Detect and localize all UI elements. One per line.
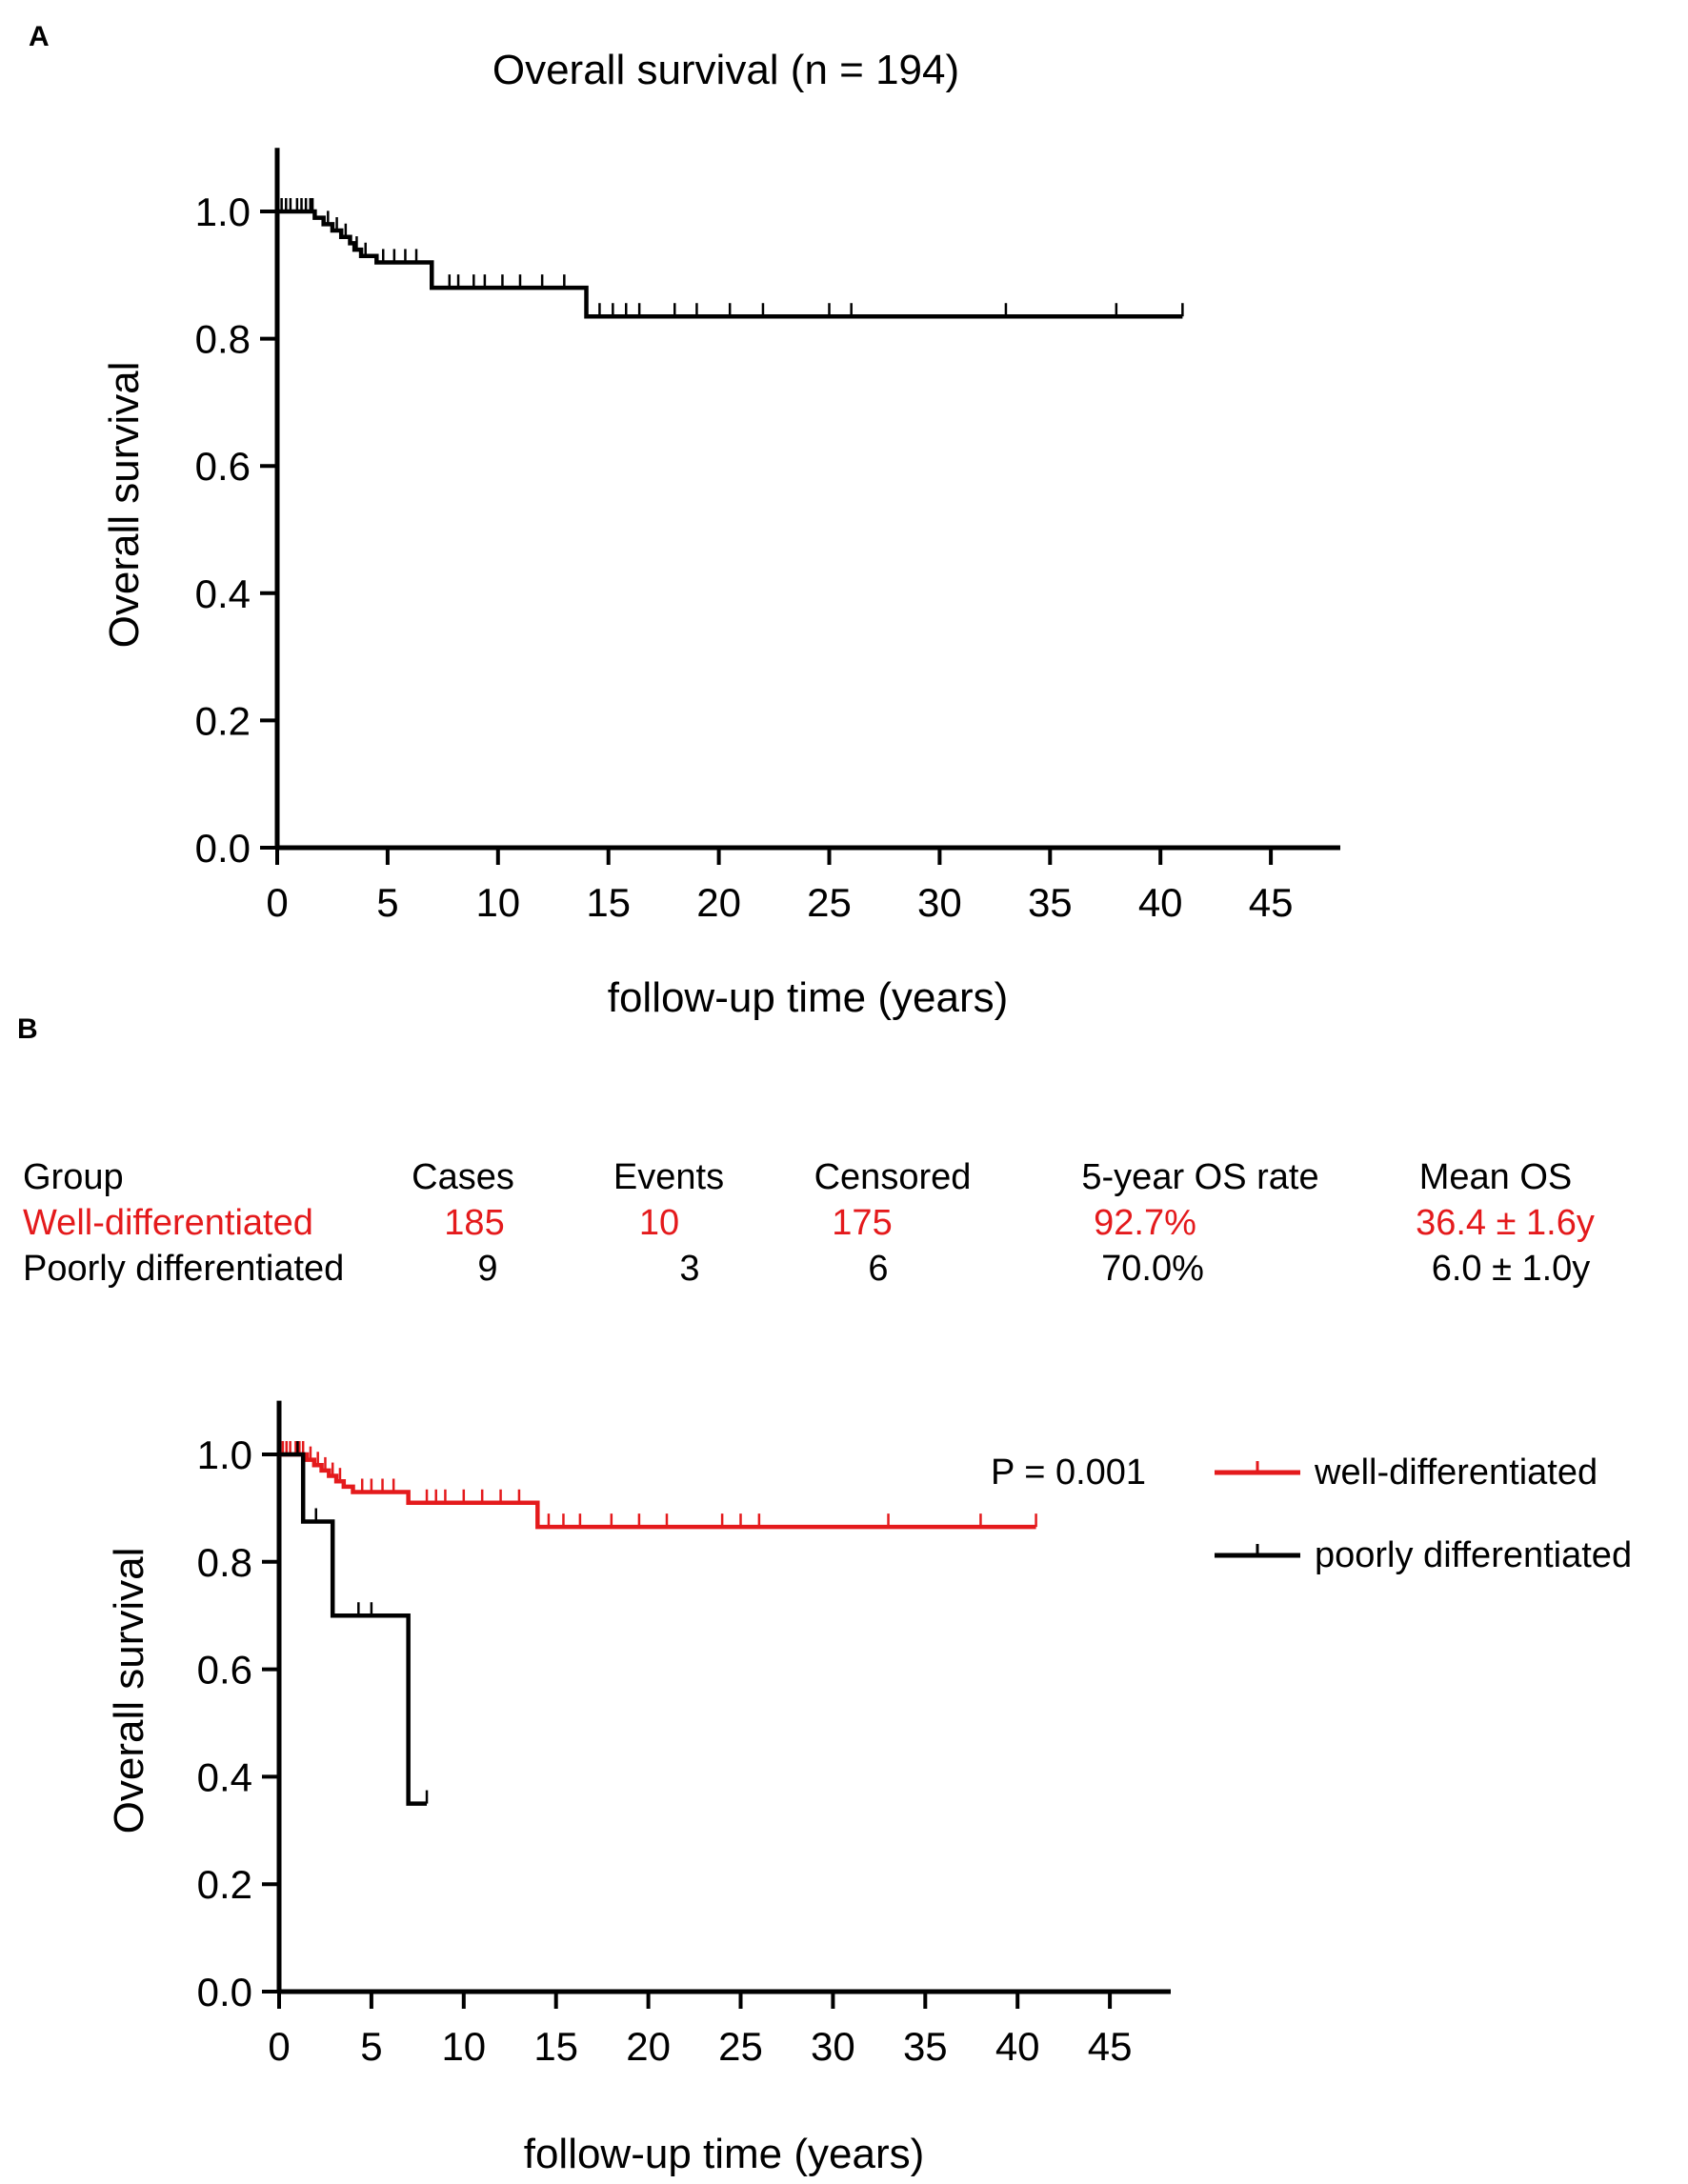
y-tick-label: 0.6 — [197, 1648, 252, 1693]
table-cell-group: Well-differentiated — [23, 1203, 313, 1243]
chart-b-legend: well-differentiated poorly differentiate… — [1215, 1453, 1632, 1575]
x-tick-label: 30 — [811, 2024, 855, 2069]
x-tick-label: 10 — [441, 2024, 486, 2069]
y-tick-label: 0.2 — [195, 698, 251, 743]
panel-a-letter: A — [29, 21, 50, 52]
chart-a-title: Overall survival (n = 194) — [492, 47, 959, 93]
table-cell-censored: 6 — [868, 1249, 888, 1289]
table-cell-cases: 9 — [477, 1249, 497, 1289]
panel-a: A Overall survival (n = 194) 0 5 10 15 20 25 3… — [29, 21, 1340, 1021]
table-cell-cases: 185 — [444, 1203, 504, 1243]
y-tick-label: 0.0 — [195, 826, 251, 871]
x-tick-label: 45 — [1088, 2024, 1133, 2069]
y-tick-label: 0.2 — [197, 1862, 252, 1907]
legend-label-well: well-differentiated — [1314, 1453, 1598, 1493]
x-tick-label: 35 — [1028, 880, 1073, 925]
y-tick-label: 0.0 — [197, 1970, 252, 2014]
y-tick-label: 0.4 — [195, 571, 251, 616]
x-tick-label: 45 — [1249, 880, 1294, 925]
x-tick-label: 15 — [586, 880, 631, 925]
x-tick-label: 20 — [626, 2024, 671, 2069]
table-cell-mean-os: 36.4 ± 1.6y — [1416, 1203, 1595, 1243]
chart-b-plot: 0 5 10 15 20 25 30 35 40 45 0.0 0.2 0.4 0.6 0.8 1.0 — [197, 1400, 1171, 2069]
legend-item-poorly: poorly differentiated — [1215, 1535, 1632, 1575]
chart-b-y-label: Overall survival — [106, 1548, 152, 1834]
x-tick-label: 10 — [475, 880, 520, 925]
table-cell-events: 3 — [679, 1249, 699, 1289]
x-tick-label: 0 — [266, 880, 288, 925]
x-tick-label: 30 — [917, 880, 962, 925]
x-tick-label: 5 — [360, 2024, 382, 2069]
table-cell-events: 10 — [639, 1203, 679, 1243]
y-tick-label: 0.4 — [197, 1754, 252, 1799]
chart-a-x-label: follow-up time (years) — [608, 974, 1009, 1021]
x-tick-label: 15 — [533, 2024, 578, 2069]
x-tick-label: 40 — [1138, 880, 1183, 925]
x-tick-label: 40 — [995, 2024, 1040, 2069]
table-header-cases: Cases — [412, 1157, 514, 1197]
table-header-mean-os: Mean OS — [1419, 1157, 1573, 1197]
km-curve-1 — [279, 1452, 428, 1806]
legend-item-well: well-differentiated — [1215, 1453, 1598, 1493]
p-value-annotation: P = 0.001 — [991, 1453, 1146, 1493]
x-tick-label: 35 — [903, 2024, 948, 2069]
table-cell-os5: 70.0% — [1101, 1249, 1204, 1289]
y-tick-label: 0.6 — [195, 444, 251, 489]
x-tick-label: 25 — [718, 2024, 763, 2069]
table-header-group: Group — [23, 1157, 124, 1197]
table-header-os5: 5-year OS rate — [1081, 1157, 1318, 1197]
table-row-poorly: Poorly differentiated 9 3 6 70.0% 6.0 ± … — [23, 1249, 1590, 1289]
y-tick-label: 1.0 — [195, 190, 251, 234]
chart-a-y-label: Overall survival — [101, 362, 148, 649]
table-header-censored: Censored — [814, 1157, 972, 1197]
table-cell-censored: 175 — [832, 1203, 892, 1243]
panel-b-letter: B — [17, 1013, 38, 1045]
y-tick-label: 0.8 — [195, 317, 251, 362]
chart-b-x-label: follow-up time (years) — [524, 2131, 925, 2177]
table-header-events: Events — [613, 1157, 724, 1197]
x-tick-label: 5 — [376, 880, 398, 925]
y-tick-label: 1.0 — [197, 1433, 252, 1477]
km-curve-0 — [277, 209, 1183, 319]
table-row-well: Well-differentiated 185 10 175 92.7% 36.… — [23, 1203, 1595, 1243]
y-tick-label: 0.8 — [197, 1540, 252, 1585]
km-curve-0 — [279, 1452, 1036, 1530]
summary-table: Group Cases Events Censored 5-year OS ra… — [23, 1157, 1595, 1289]
table-cell-os5: 92.7% — [1094, 1203, 1196, 1243]
chart-a-plot: 0 5 10 15 20 25 30 35 40 45 0.0 0.2 0.4 0.6 0.8 1.0 — [195, 148, 1340, 925]
table-cell-group: Poorly differentiated — [23, 1249, 344, 1289]
table-cell-mean-os: 6.0 ± 1.0y — [1432, 1249, 1591, 1289]
x-tick-label: 25 — [807, 880, 852, 925]
legend-label-poorly: poorly differentiated — [1315, 1535, 1632, 1575]
x-tick-label: 0 — [268, 2024, 290, 2069]
panel-b: B Group Cases Events Censored 5-year OS … — [17, 1013, 1632, 2177]
x-tick-label: 20 — [696, 880, 741, 925]
